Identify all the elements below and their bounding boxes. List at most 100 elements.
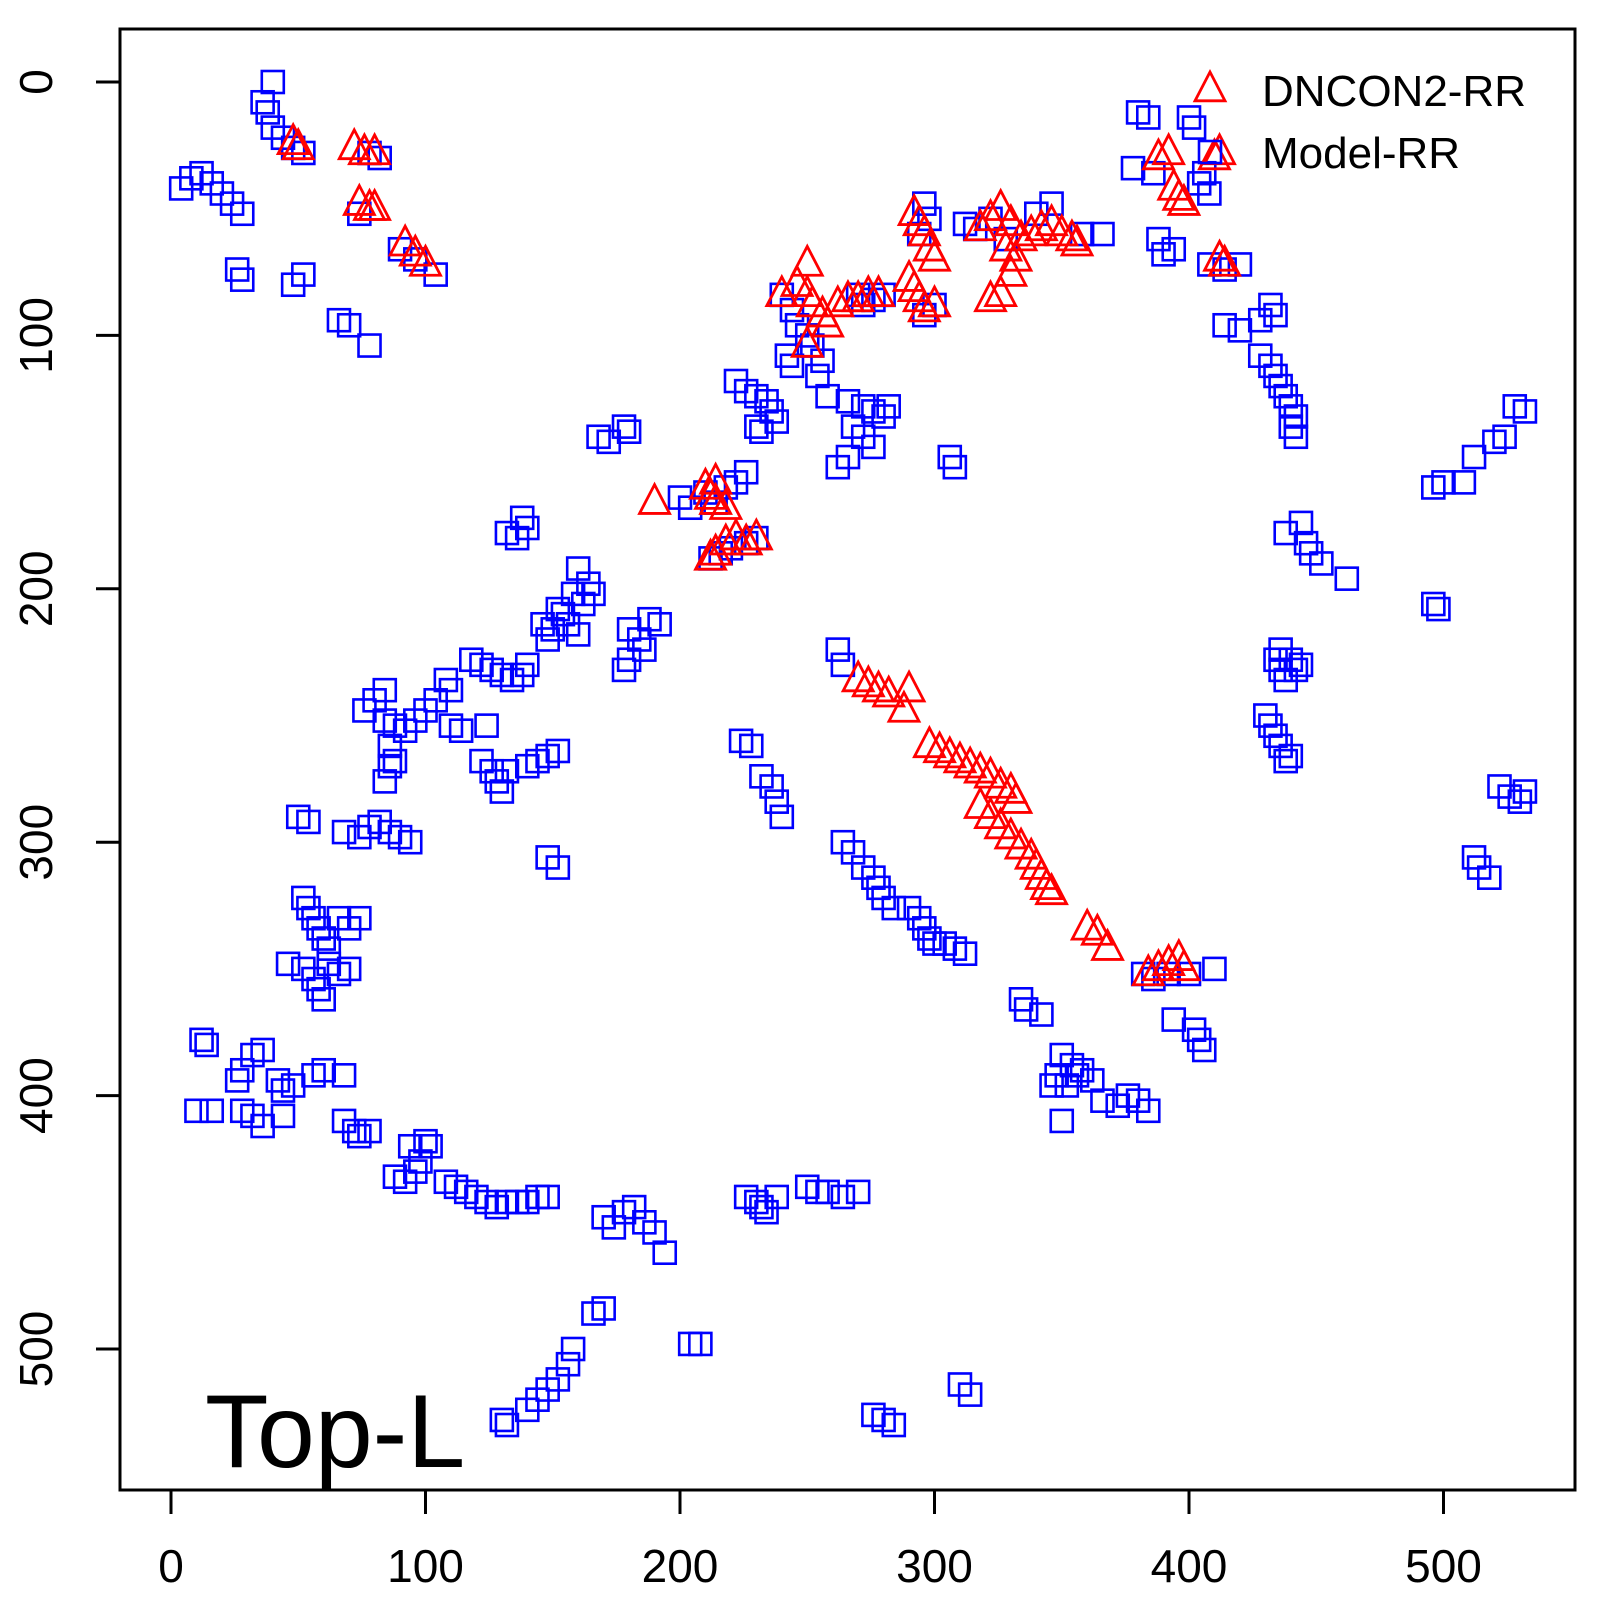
model-rr-point: [1191, 1037, 1217, 1063]
model-rr-point: [270, 1103, 296, 1129]
model-rr-point: [830, 652, 856, 678]
dncon2-rr-point: [952, 745, 988, 779]
model-rr-point: [448, 718, 474, 744]
model-rr-point: [942, 454, 968, 480]
model-rr-point: [413, 1128, 438, 1154]
model-rr-point: [1064, 1063, 1090, 1088]
model-rr-point: [1334, 566, 1360, 591]
dncon2-rr-point: [988, 228, 1024, 262]
dncon2-rr-point: [1151, 942, 1186, 977]
model-rr-point: [545, 855, 571, 880]
model-rr-point: [397, 829, 423, 855]
model-rr-point: [489, 779, 515, 804]
model-rr-point: [1135, 1098, 1161, 1124]
dncon2-rr-point: [922, 729, 957, 764]
dncon2-rr-point: [1161, 177, 1197, 211]
model-rr-point: [647, 611, 672, 637]
model-rr-point: [759, 774, 784, 799]
model-rr-point: [311, 1057, 337, 1083]
model-rr-point: [1288, 652, 1314, 678]
model-rr-point: [1451, 470, 1477, 495]
dncon2-rr-point: [907, 289, 942, 323]
model-rr-point: [825, 454, 851, 480]
legend-triangle-icon: [1192, 68, 1228, 103]
dncon2-rr-point: [1029, 866, 1064, 901]
model-rr-point: [1268, 637, 1293, 662]
model-rr-point: [1202, 956, 1227, 982]
dncon2-rr-point: [1044, 213, 1080, 247]
dncon2-rr-point: [912, 724, 947, 759]
model-rr-point: [764, 789, 790, 814]
dncon2-rr-point: [280, 126, 316, 161]
model-rr-point: [815, 383, 840, 409]
dncon2-rr-point: [1018, 846, 1054, 880]
model-rr-point: [749, 419, 774, 444]
dncon2-rr-point: [637, 481, 672, 515]
model-rr-point: [372, 677, 398, 703]
dncon2-rr-point: [698, 461, 733, 495]
model-rr-point: [560, 1336, 586, 1362]
model-rr-point: [336, 956, 362, 982]
dncon2-rr-point: [840, 658, 876, 693]
model-rr-point: [825, 637, 851, 662]
dncon2-rr-point: [861, 669, 896, 703]
model-rr-point: [1039, 1073, 1064, 1098]
model-rr-point: [744, 414, 769, 439]
dncon2-rr-point: [1069, 907, 1105, 941]
dncon2-rr-point: [1151, 131, 1186, 166]
model-rr-point: [296, 809, 321, 835]
model-rr-point: [652, 1240, 678, 1266]
model-rr-point: [357, 333, 382, 358]
model-rr-point: [952, 941, 978, 966]
model-rr-point: [530, 611, 555, 637]
panel-label: Top-L: [205, 1374, 465, 1490]
model-rr-point: [616, 419, 642, 444]
model-rr-point: [474, 713, 499, 738]
model-rr-point: [1161, 236, 1187, 262]
model-rr-point: [229, 267, 255, 292]
y-axis: 0 100 200 300 400 500: [10, 69, 122, 1387]
model-rr-point: [1090, 221, 1115, 247]
x-tick-label: 100: [387, 1540, 464, 1592]
model-rr-point: [1426, 596, 1451, 622]
model-rr-point: [336, 312, 362, 338]
model-rr-point: [514, 652, 540, 678]
dncon2-rr-point: [342, 182, 377, 216]
dncon2-rr-point: [820, 283, 856, 318]
model-rr-point: [1283, 657, 1309, 683]
model-rr-point: [1253, 703, 1278, 728]
model-rr-point: [688, 1331, 713, 1357]
x-tick-label: 500: [1405, 1540, 1482, 1592]
dncon2-rr-point: [764, 273, 800, 308]
model-rr-point: [184, 1098, 209, 1124]
dncon2-rr-point: [840, 278, 876, 313]
y-tick-label: 100: [10, 297, 62, 374]
model-rr-point: [1135, 105, 1161, 130]
dncon2-rr-point: [907, 213, 942, 247]
plot-frame: [118, 27, 1577, 1492]
legend: DNCON2-RR Model-RR: [1192, 67, 1526, 178]
legend-label: DNCON2-RR: [1262, 67, 1526, 116]
model-rr-point: [881, 1412, 907, 1438]
legend-label: Model-RR: [1262, 129, 1460, 178]
model-rr-point: [1181, 115, 1207, 140]
y-tick-label: 200: [10, 550, 62, 627]
dncon2-rr-point: [983, 273, 1018, 308]
model-rr-point: [1197, 252, 1222, 277]
model-rr-point: [189, 1027, 214, 1053]
x-tick-label: 300: [896, 1540, 973, 1592]
dncon2-rr-point: [1202, 238, 1237, 272]
model-rr-point: [377, 753, 403, 779]
legend-square-icon: [1197, 139, 1223, 165]
model-rr-point: [1039, 191, 1064, 216]
model-rr-point: [611, 657, 637, 683]
model-rr-point: [764, 1184, 790, 1210]
dncon2-rr-point: [810, 304, 845, 338]
model-rr-point: [535, 1184, 560, 1210]
model-rr-point: [810, 348, 835, 374]
model-rr-point: [845, 1179, 871, 1205]
model-rr-point: [1512, 399, 1538, 424]
model-rr-point: [555, 1351, 581, 1377]
model-rr-point: [830, 1184, 856, 1210]
